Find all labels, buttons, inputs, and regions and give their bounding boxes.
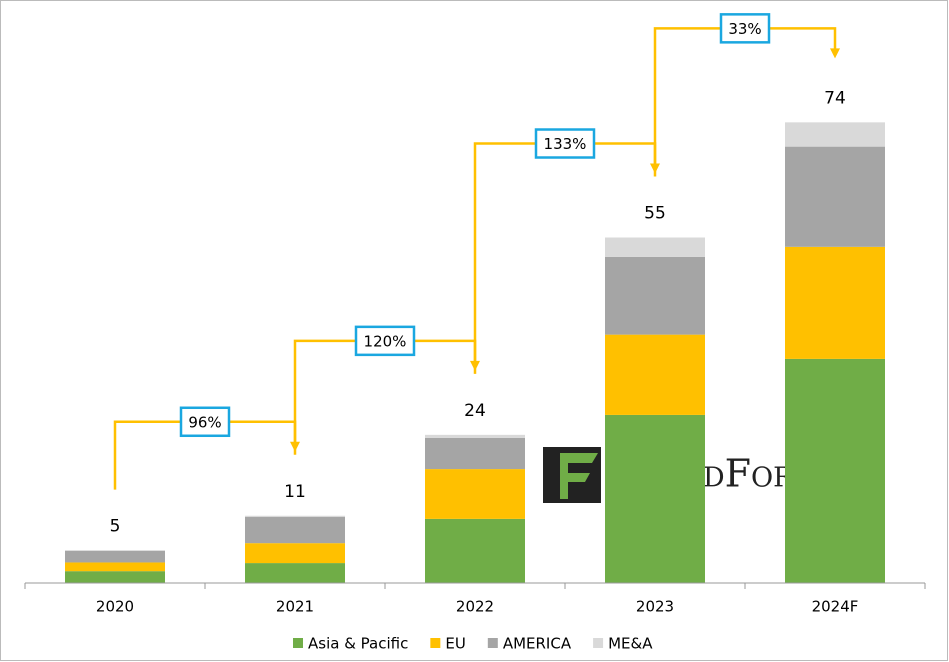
x-tick-label: 2023 — [636, 598, 674, 616]
bar-segment — [785, 122, 885, 147]
legend-label: AMERICA — [503, 635, 572, 653]
bar-segment — [65, 571, 165, 583]
x-tick-label: 2022 — [456, 598, 494, 616]
bar-segment — [65, 562, 165, 572]
arrow-head — [830, 48, 840, 59]
bar-segment — [245, 563, 345, 583]
bar-segment — [245, 543, 345, 564]
growth-box: 120% — [354, 325, 416, 357]
bar-segment — [425, 434, 525, 438]
logo-f — [560, 453, 598, 499]
legend: Asia & Pacific EU AMERICA ME&A — [293, 635, 653, 653]
bar-segment — [785, 358, 885, 583]
bar-segment — [425, 437, 525, 470]
bar-segment — [65, 550, 165, 563]
growth-box-frame — [354, 325, 416, 357]
legend-swatch — [487, 638, 498, 648]
bar-segment — [245, 517, 345, 544]
total-label: 24 — [464, 401, 486, 421]
growth-label: 96% — [188, 413, 221, 431]
growth-box: 33% — [719, 13, 771, 44]
legend-swatch — [293, 638, 303, 648]
bar-segment — [605, 237, 705, 257]
bar-segment — [425, 518, 525, 583]
total-label: 74 — [824, 88, 846, 108]
bar-segment — [605, 256, 705, 335]
legend-label: ME&A — [608, 635, 653, 653]
total-label: 11 — [284, 482, 306, 502]
growth-box: 96% — [179, 406, 231, 438]
growth-label: 133% — [544, 135, 587, 153]
bar-segment — [605, 414, 705, 583]
legend-label: EU — [445, 635, 465, 653]
x-tick-label: 2021 — [276, 598, 314, 616]
total-label: 55 — [644, 204, 666, 224]
x-tick-label: 2024F — [812, 598, 859, 616]
legend-swatch — [430, 638, 441, 648]
growth-box-frame — [719, 13, 771, 44]
growth-label: 33% — [728, 20, 761, 38]
legend-swatch — [593, 638, 604, 648]
total-label: 5 — [110, 517, 121, 537]
growth-box-frame — [534, 128, 596, 159]
legend-label: Asia & Pacific — [308, 635, 408, 653]
bar-segment — [245, 515, 345, 518]
bar-segment — [785, 246, 885, 359]
growth-box-frame — [179, 406, 231, 438]
bar-segment — [785, 146, 885, 247]
bar-segment — [425, 469, 525, 519]
x-tick-label: 2020 — [96, 598, 134, 616]
growth-box: 133% — [534, 128, 596, 159]
bar-segment — [605, 334, 705, 415]
growth-label: 120% — [364, 332, 407, 350]
